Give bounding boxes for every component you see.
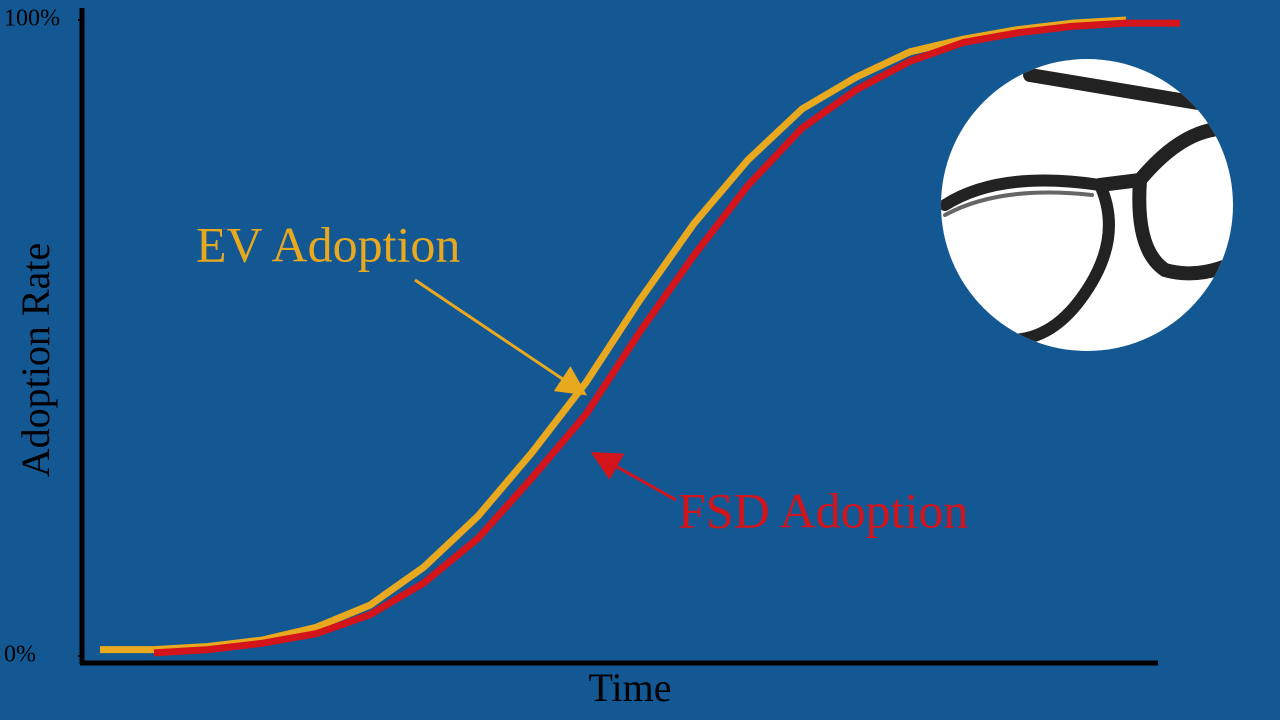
fsd-label: FSD Adoption xyxy=(678,482,968,538)
ev-arrow xyxy=(414,278,587,396)
y-tick-label: 0% xyxy=(4,642,36,668)
series-line xyxy=(153,19,1180,657)
ev-label: EV Adoption xyxy=(196,216,460,272)
fsd-arrow xyxy=(590,452,677,502)
series-line xyxy=(100,16,1127,654)
y-axis-label: Adoption Rate xyxy=(13,243,58,477)
y-tick-label: 100% xyxy=(4,6,60,32)
x-axis-label: Time xyxy=(588,665,671,710)
